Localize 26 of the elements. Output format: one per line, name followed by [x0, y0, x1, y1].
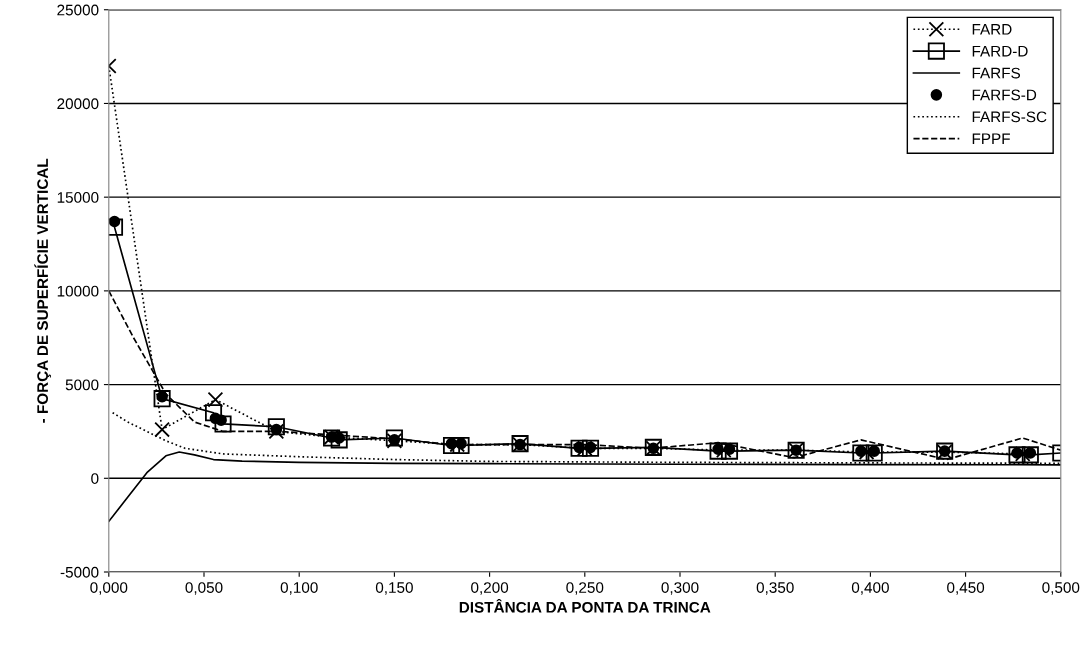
x-tick-label: 0,450: [947, 582, 985, 595]
x-tick-label: 0,300: [661, 582, 699, 595]
y-tick-label: -5000: [60, 566, 99, 578]
y-tick-label: 10000: [57, 285, 99, 297]
x-tick-label: 0,150: [375, 582, 413, 595]
y-tick-label: 0: [91, 473, 99, 484]
legend-label: FARFS-SC: [972, 111, 1047, 123]
legend-label: FARD-D: [972, 45, 1028, 57]
legend-label: FARD: [972, 24, 1012, 35]
y-tick-label: 5000: [65, 379, 99, 391]
x-tick-label: 0,100: [280, 582, 318, 595]
x-tick-label: 0,400: [851, 582, 889, 595]
x-tick-label: 0,250: [566, 582, 604, 595]
x-tick-label: 0,350: [756, 582, 794, 595]
x-tick-label: 0,200: [471, 582, 509, 595]
y-axis-title: - FORÇA DE SUPERFÍCIE VERTICAL: [34, 158, 52, 423]
y-tick-label: 25000: [57, 4, 99, 16]
y-tick-label: 15000: [57, 192, 99, 203]
x-tick-label: 0,050: [185, 582, 223, 595]
x-tick-label: 0,500: [1042, 582, 1080, 595]
legend-label: FARFS-D: [972, 89, 1037, 101]
x-axis-title: DISTÂNCIA DA PONTA DA TRINCA: [459, 598, 711, 613]
x-tick-label: 0,000: [90, 582, 128, 595]
legend-label: FARFS: [972, 67, 1021, 79]
y-tick-label: 20000: [57, 98, 99, 110]
legend-label: FPPF: [972, 133, 1010, 144]
